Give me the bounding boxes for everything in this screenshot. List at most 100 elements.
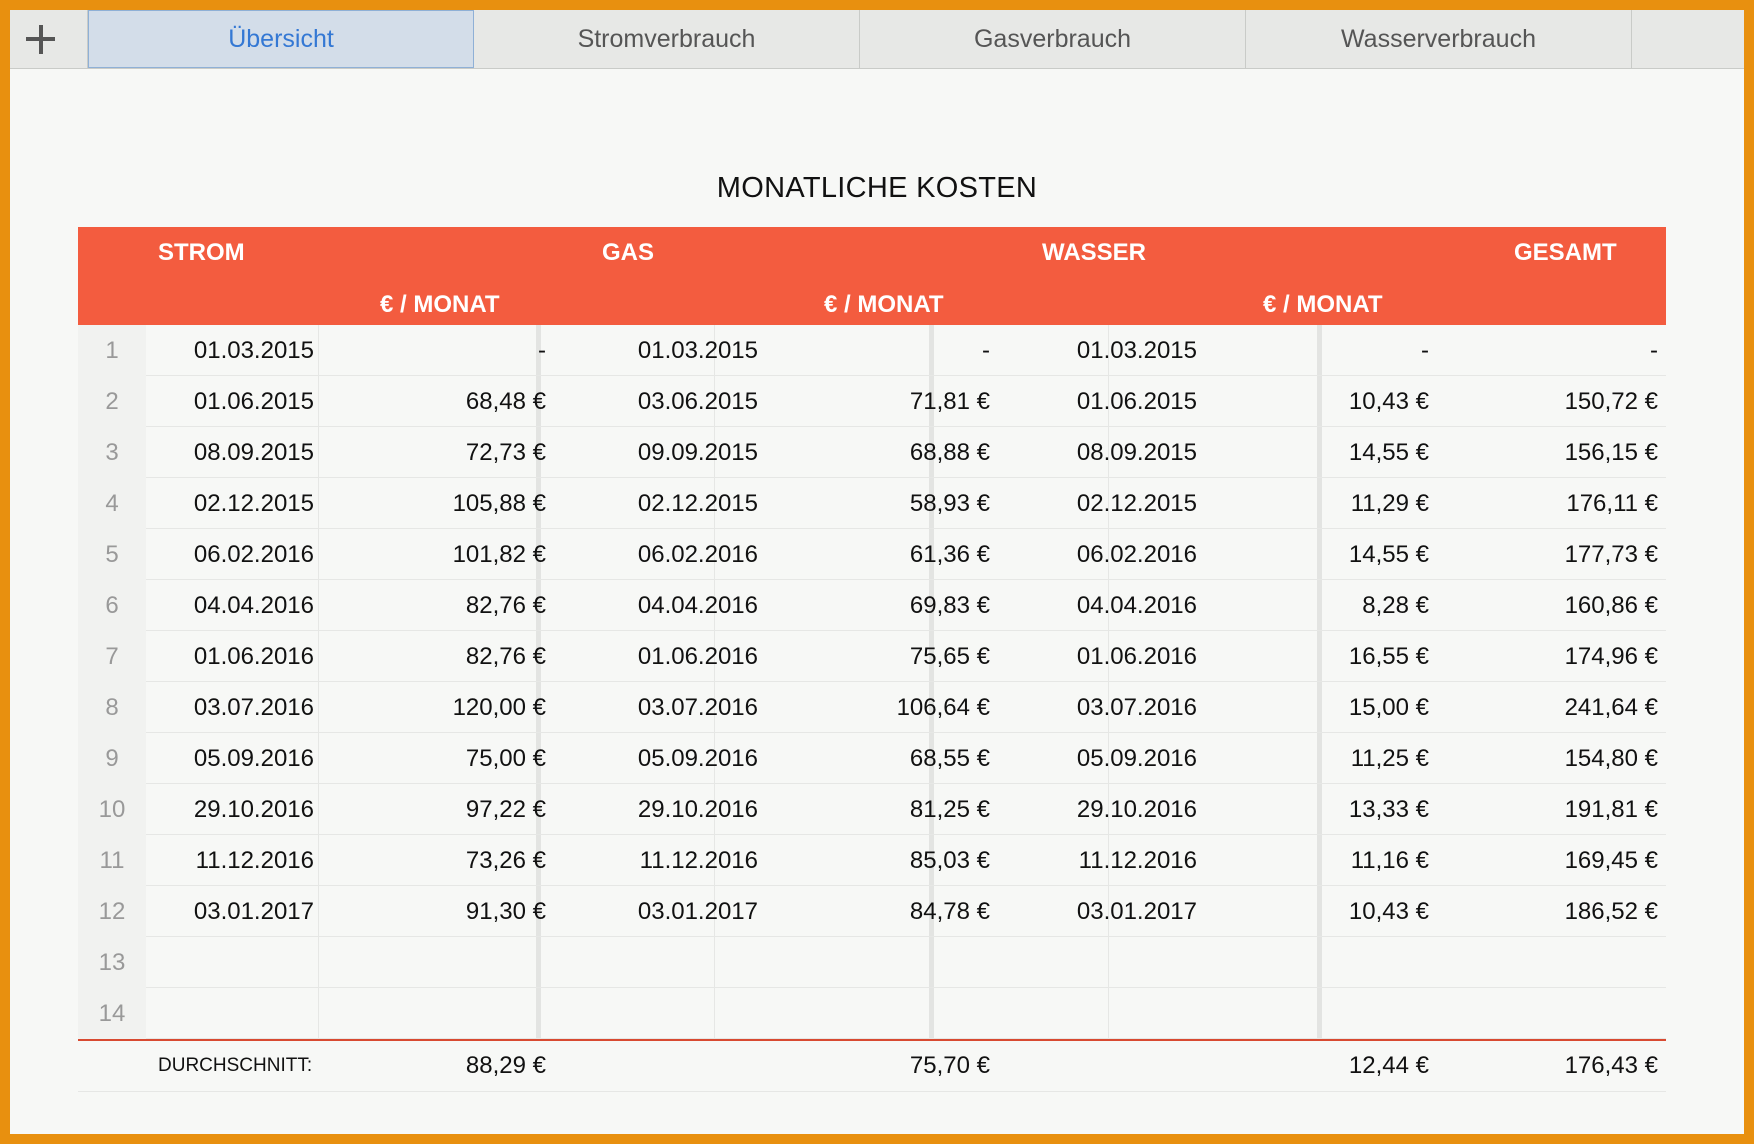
strom-date[interactable]: 02.12.2015 [193, 490, 314, 517]
wasser-value[interactable]: 11,25 € [1350, 745, 1429, 772]
gesamt-value[interactable]: 186,52 € [1564, 898, 1658, 925]
strom-value[interactable]: 82,76 € [465, 592, 546, 619]
strom-value[interactable]: 97,22 € [465, 796, 546, 823]
gas-date[interactable]: 02.12.2015 [637, 490, 758, 517]
table-row[interactable]: 10 29.10.2016 97,22 € 29.10.2016 81,25 € 29.1… [78, 784, 1666, 835]
gas-date[interactable]: 29.10.2016 [637, 796, 758, 823]
gas-date[interactable]: 03.06.2015 [637, 388, 758, 415]
gas-value[interactable]: 61,36 € [909, 541, 990, 568]
gesamt-value[interactable]: 169,45 € [1564, 847, 1658, 874]
wasser-value[interactable]: 10,43 € [1348, 898, 1429, 925]
gas-value[interactable]: 58,93 € [909, 490, 990, 517]
table-row[interactable]: 9 05.09.2016 75,00 € 05.09.2016 68,55 € 05.09… [78, 733, 1666, 784]
strom-date[interactable]: 03.01.2017 [193, 898, 314, 925]
gas-value[interactable] [822, 988, 990, 1039]
table-row[interactable]: 3 08.09.2015 72,73 € 09.09.2015 68,88 € 08.09… [78, 427, 1666, 478]
cost-table[interactable]: STROM GAS WASSER GESAMT € / MONAT € / MO… [78, 227, 1666, 1092]
table-row[interactable]: 14 [78, 988, 1666, 1039]
gesamt-value[interactable]: 176,11 € [1566, 490, 1658, 517]
table-row[interactable]: 1 01.03.2015 - 01.03.2015 - 01.03.2015 - - [78, 325, 1666, 376]
wasser-value[interactable]: - [1421, 337, 1429, 364]
gas-value[interactable]: 85,03 € [909, 847, 990, 874]
wasser-date[interactable]: 03.01.2017 [1076, 898, 1197, 925]
gas-date[interactable]: 03.07.2016 [637, 694, 758, 721]
row-number[interactable]: 12 [78, 886, 146, 937]
gas-date[interactable]: 09.09.2015 [637, 439, 758, 466]
gesamt-value[interactable]: 241,64 € [1564, 694, 1658, 721]
gas-value[interactable]: 71,81 € [909, 388, 990, 415]
row-number[interactable]: 14 [78, 988, 146, 1039]
table-row[interactable]: 2 01.06.2015 68,48 € 03.06.2015 71,81 € 01.06… [78, 376, 1666, 427]
wasser-value[interactable]: 13,33 € [1348, 796, 1429, 823]
gesamt-value[interactable]: 154,80 € [1564, 745, 1658, 772]
table-row[interactable]: 7 01.06.2016 82,76 € 01.06.2016 75,65 € 01.06… [78, 631, 1666, 682]
gas-value[interactable]: 68,55 € [909, 745, 990, 772]
wasser-value[interactable]: 10,43 € [1348, 388, 1429, 415]
gas-value[interactable] [822, 937, 990, 988]
gas-value[interactable]: 81,25 € [909, 796, 990, 823]
table-row[interactable]: 8 03.07.2016 120,00 € 03.07.2016 106,64 € 03.… [78, 682, 1666, 733]
gesamt-value[interactable]: - [1650, 337, 1658, 364]
row-number[interactable]: 5 [78, 529, 146, 580]
strom-date[interactable]: 01.06.2016 [193, 643, 314, 670]
strom-value[interactable]: 105,88 € [452, 490, 546, 517]
wasser-value[interactable]: 14,55 € [1348, 541, 1429, 568]
strom-value[interactable] [378, 937, 546, 988]
table-row[interactable]: 11 11.12.2016 73,26 € 11.12.2016 85,03 € 11.1… [78, 835, 1666, 886]
row-number[interactable]: 10 [78, 784, 146, 835]
table-row[interactable]: 6 04.04.2016 82,76 € 04.04.2016 69,83 € 04.04… [78, 580, 1666, 631]
table-row[interactable]: 5 06.02.2016 101,82 € 06.02.2016 61,36 € 06.0… [78, 529, 1666, 580]
row-number[interactable]: 9 [78, 733, 146, 784]
strom-value[interactable]: 120,00 € [452, 694, 546, 721]
wasser-date[interactable] [1029, 988, 1197, 1039]
gas-date[interactable]: 05.09.2016 [637, 745, 758, 772]
strom-date[interactable]: 08.09.2015 [193, 439, 314, 466]
gesamt-value[interactable] [1498, 937, 1658, 988]
tab-uebersicht[interactable]: Übersicht [88, 10, 474, 68]
wasser-value[interactable] [1261, 937, 1429, 988]
gas-date[interactable]: 06.02.2016 [637, 541, 758, 568]
strom-date[interactable]: 11.12.2016 [195, 847, 314, 874]
gas-date[interactable]: 11.12.2016 [639, 847, 758, 874]
strom-value[interactable]: 73,26 € [465, 847, 546, 874]
strom-date[interactable]: 05.09.2016 [193, 745, 314, 772]
gas-date[interactable]: 01.03.2015 [637, 337, 758, 364]
add-sheet-button[interactable] [10, 10, 88, 68]
wasser-date[interactable]: 02.12.2015 [1076, 490, 1197, 517]
row-number[interactable]: 3 [78, 427, 146, 478]
tab-wasserverbrauch[interactable]: Wasserverbrauch [1246, 10, 1632, 68]
gas-date[interactable]: 03.01.2017 [637, 898, 758, 925]
row-number[interactable]: 4 [78, 478, 146, 529]
wasser-value[interactable]: 8,28 € [1362, 592, 1429, 619]
row-number[interactable]: 13 [78, 937, 146, 988]
wasser-date[interactable]: 05.09.2016 [1076, 745, 1197, 772]
wasser-date[interactable]: 11.12.2016 [1078, 847, 1197, 874]
gesamt-value[interactable]: 191,81 € [1564, 796, 1658, 823]
gas-value[interactable]: - [982, 337, 990, 364]
strom-date[interactable]: 01.03.2015 [193, 337, 314, 364]
gesamt-value[interactable]: 177,73 € [1564, 541, 1658, 568]
gesamt-value[interactable] [1498, 988, 1658, 1039]
strom-date[interactable]: 01.06.2015 [193, 388, 314, 415]
wasser-value[interactable]: 15,00 € [1348, 694, 1429, 721]
gesamt-value[interactable]: 156,15 € [1564, 439, 1658, 466]
gas-value[interactable]: 75,65 € [909, 643, 990, 670]
strom-date[interactable]: 04.04.2016 [193, 592, 314, 619]
wasser-date[interactable]: 01.06.2016 [1076, 643, 1197, 670]
strom-value[interactable]: 72,73 € [465, 439, 546, 466]
row-number[interactable]: 1 [78, 325, 146, 376]
tab-gasverbrauch[interactable]: Gasverbrauch [860, 10, 1246, 68]
strom-date[interactable] [146, 937, 314, 988]
gas-date[interactable]: 04.04.2016 [637, 592, 758, 619]
gas-date[interactable] [590, 937, 758, 988]
wasser-value[interactable] [1261, 988, 1429, 1039]
gesamt-value[interactable]: 160,86 € [1564, 592, 1658, 619]
gas-value[interactable]: 84,78 € [909, 898, 990, 925]
strom-value[interactable] [378, 988, 546, 1039]
wasser-date[interactable]: 01.06.2015 [1076, 388, 1197, 415]
strom-date[interactable]: 03.07.2016 [193, 694, 314, 721]
gas-value[interactable]: 69,83 € [909, 592, 990, 619]
strom-date[interactable]: 06.02.2016 [193, 541, 314, 568]
table-row[interactable]: 12 03.01.2017 91,30 € 03.01.2017 84,78 € 03.0… [78, 886, 1666, 937]
strom-value[interactable]: 68,48 € [465, 388, 546, 415]
